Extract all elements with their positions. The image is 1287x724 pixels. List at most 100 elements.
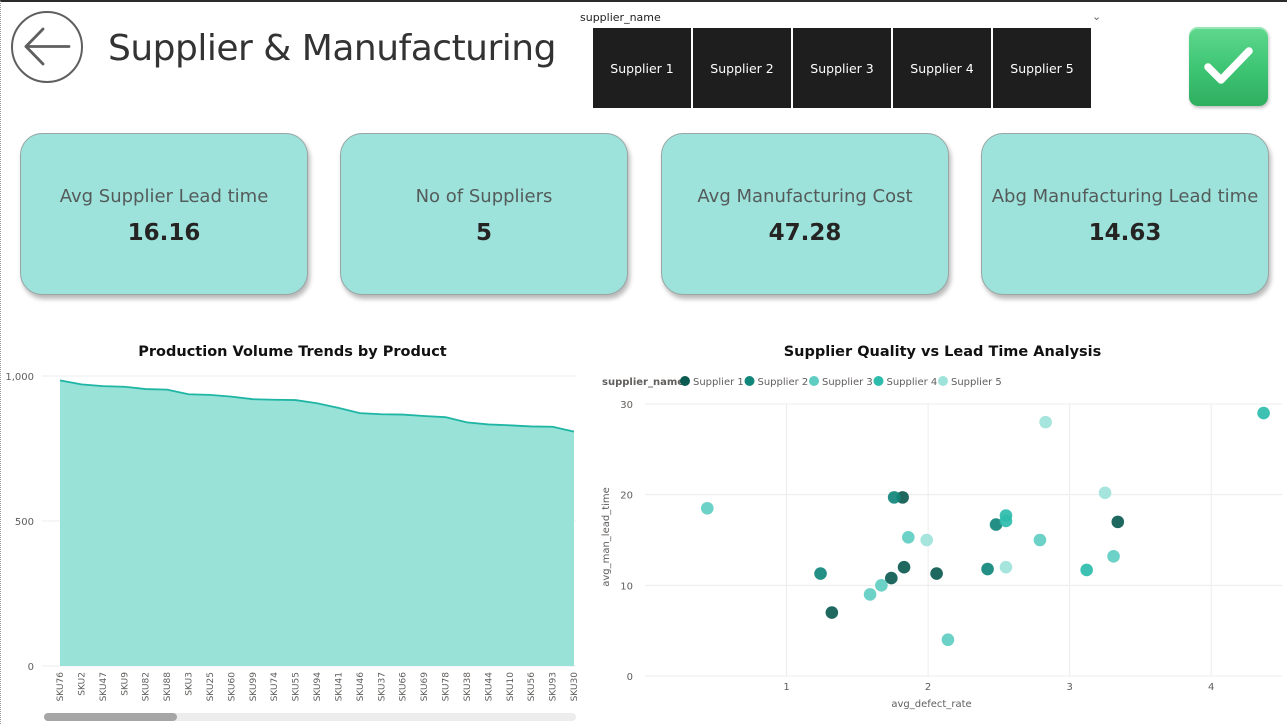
legend-marker — [873, 376, 884, 386]
scatter-point[interactable] — [901, 530, 915, 544]
apply-button[interactable] — [1189, 27, 1268, 106]
scatter-point[interactable] — [1257, 406, 1270, 420]
scatter-point[interactable] — [1033, 533, 1047, 547]
legend-item: Supplier 5 — [951, 377, 1002, 388]
x-tick-label: SKU56 — [527, 672, 537, 702]
x-tick-label: SKU99 — [249, 672, 259, 702]
scatter-point[interactable] — [885, 571, 898, 585]
legend-marker — [938, 376, 948, 386]
scatter-point[interactable] — [981, 562, 994, 576]
slicer-header: supplier_name — [580, 11, 661, 24]
x-tick-label: SKU37 — [377, 672, 387, 701]
area-series-line — [59, 379, 575, 433]
kpi-avg-manufacturing-cost: Avg Manufacturing Cost 47.28 — [661, 133, 949, 295]
y-tick-label: 0 — [627, 672, 633, 683]
scatter-point[interactable] — [814, 567, 827, 580]
checkmark-icon — [1204, 47, 1253, 84]
x-tick-label: 4 — [1208, 682, 1214, 693]
scatter-point[interactable] — [930, 567, 943, 580]
scatter-point[interactable] — [989, 518, 1003, 531]
slicer-option-supplier-5[interactable]: Supplier 5 — [993, 28, 1091, 108]
scatter-point[interactable] — [1039, 415, 1052, 429]
chevron-down-icon[interactable]: ⌄ — [1092, 10, 1102, 23]
legend-item: Supplier 2 — [758, 377, 809, 388]
scatter-point[interactable] — [1080, 563, 1093, 577]
scatter-point[interactable] — [941, 633, 955, 647]
kpi-label: Avg Supplier Lead time — [59, 186, 269, 207]
x-tick-label: SKU66 — [399, 672, 409, 702]
scatter-point[interactable] — [920, 533, 933, 547]
kpi-avg-supplier-lead-time: Avg Supplier Lead time 16.16 — [20, 133, 308, 295]
x-tick-label: SKU88 — [163, 672, 173, 702]
y-tick-label: 20 — [620, 491, 633, 502]
scatter-point[interactable] — [825, 606, 839, 619]
legend-title: supplier_name — [602, 377, 684, 388]
x-tick-label: SKU76 — [56, 672, 66, 702]
x-tick-label: SKU82 — [142, 672, 152, 701]
y-tick-label: 10 — [620, 581, 633, 592]
scatter-point[interactable] — [999, 509, 1013, 522]
x-tick-label: SKU78 — [442, 672, 452, 702]
kpi-label: Avg Manufacturing Cost — [697, 186, 913, 207]
scatter-point[interactable] — [999, 560, 1013, 574]
x-axis-title: avg_defect_rate — [891, 699, 971, 710]
x-tick-label: SKU41 — [334, 672, 344, 701]
kpi-label: No of Suppliers — [415, 186, 553, 207]
slicer-option-supplier-4[interactable]: Supplier 4 — [893, 28, 991, 108]
x-tick-label: SKU38 — [463, 672, 473, 702]
scatter-point[interactable] — [700, 501, 714, 515]
slicer-option-supplier-3[interactable]: Supplier 3 — [793, 28, 891, 108]
y-tick-label: 500 — [15, 517, 34, 528]
x-tick-label: 3 — [1066, 682, 1072, 693]
x-tick-label: SKU46 — [356, 672, 366, 702]
x-tick-label: SKU2 — [77, 672, 87, 696]
scatter-chart-title: Supplier Quality vs Lead Time Analysis — [783, 344, 1102, 360]
x-tick-label: 1 — [783, 682, 789, 693]
y-tick-label: 1,000 — [5, 372, 34, 383]
scatter-point[interactable] — [887, 491, 901, 504]
supplier-quality-scatter: supplier_name Supplier 1 Supplier 2 Supplie… — [601, 376, 1282, 710]
scatter-point[interactable] — [1111, 515, 1125, 529]
scatter-point[interactable] — [1098, 486, 1112, 500]
y-tick-label: 30 — [620, 400, 633, 411]
x-tick-label: SKU69 — [420, 672, 430, 702]
kpi-value: 16.16 — [127, 220, 201, 246]
y-axis-title: avg_man_lead_time — [601, 487, 612, 587]
x-tick-label: SKU10 — [506, 672, 516, 702]
scatter-point[interactable] — [875, 579, 888, 592]
kpi-value: 5 — [475, 220, 492, 246]
kpi-value: 47.28 — [768, 220, 842, 246]
kpi-avg-manufacturing-lead-time: Abg Manufacturing Lead time 14.63 — [981, 133, 1269, 295]
x-tick-label: SKU60 — [227, 672, 237, 702]
x-tick-label: SKU93 — [549, 672, 559, 701]
x-tick-label: SKU25 — [206, 672, 216, 701]
slicer-option-supplier-2[interactable]: Supplier 2 — [693, 28, 791, 108]
legend-marker — [809, 376, 819, 386]
legend-item: Supplier 1 — [693, 377, 744, 388]
legend-marker — [680, 376, 690, 386]
y-tick-label: 0 — [28, 662, 34, 673]
area-fill — [60, 380, 574, 666]
legend-marker — [744, 376, 755, 386]
x-tick-label: SKU30 — [570, 672, 580, 702]
x-tick-label: SKU47 — [99, 672, 109, 701]
arrow-left-icon — [24, 27, 71, 66]
back-button[interactable] — [11, 11, 83, 83]
scrollbar-thumb[interactable] — [44, 713, 177, 721]
legend-item: Supplier 4 — [887, 377, 938, 388]
kpi-value: 14.63 — [1088, 220, 1162, 246]
supplier-slicer: supplier_name ⌄ Supplier 1 Supplier 2 Su… — [580, 8, 1106, 112]
slicer-option-supplier-1[interactable]: Supplier 1 — [593, 28, 691, 108]
scatter-point[interactable] — [1107, 550, 1120, 563]
x-tick-label: SKU94 — [313, 672, 323, 702]
x-tick-label: SKU3 — [185, 672, 195, 696]
x-tick-label: SKU44 — [484, 672, 494, 702]
production-volume-chart: 1,000 500 0 SKU76 SKU2 SKU47 SKU9 SKU82 SKU88 SKU… — [5, 372, 580, 721]
scatter-point[interactable] — [863, 588, 877, 601]
kpi-no-of-suppliers: No of Suppliers 5 — [340, 133, 628, 295]
legend-item: Supplier 3 — [822, 377, 873, 388]
kpi-label: Abg Manufacturing Lead time — [991, 186, 1259, 207]
scatter-point[interactable] — [897, 560, 911, 574]
area-chart-title: Production Volume Trends by Product — [138, 344, 447, 360]
